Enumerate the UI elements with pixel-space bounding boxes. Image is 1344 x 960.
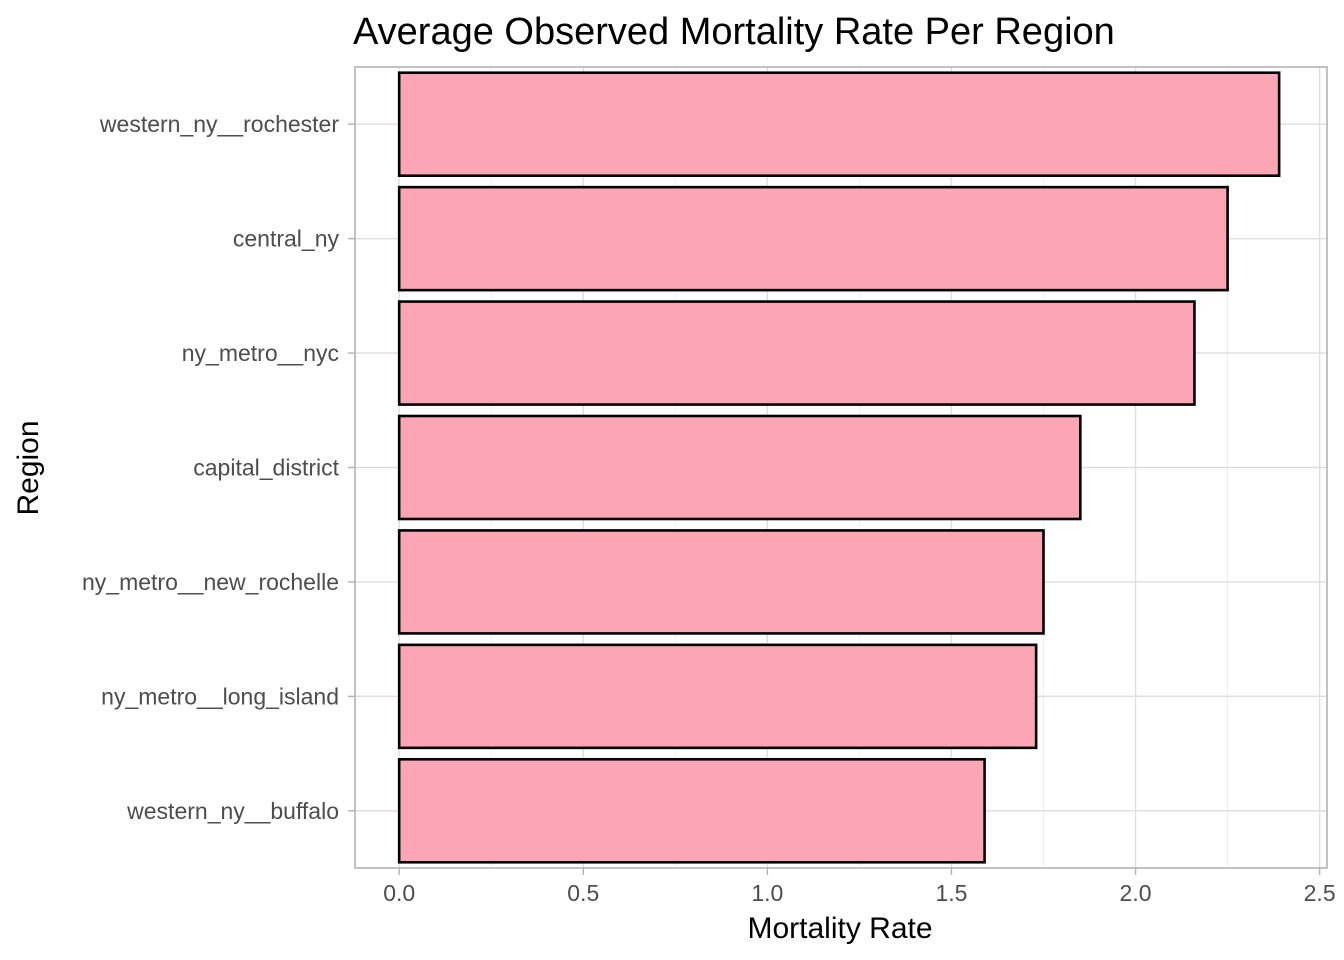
y-tick-label: western_ny__rochester [99,111,339,137]
bar-ny-metro-nyc [397,300,1196,406]
y-tick-label: capital_district [193,455,339,481]
x-tick-label: 2.5 [1304,880,1336,906]
y-tick-label: western_ny__buffalo [126,798,339,824]
y-axis-title: Region [12,420,45,515]
y-tick-label: ny_metro__long_island [101,683,339,709]
x-tick-label: 1.0 [751,880,783,906]
x-axis-tick-labels: 0.0 0.5 1.0 1.5 2.0 2.5 [383,880,1335,906]
bar-western-ny-buffalo [397,757,986,864]
x-tick-label: 0.5 [567,880,599,906]
x-tick-label: 0.0 [383,880,415,906]
bar-central-ny [397,185,1229,292]
chart-title: Average Observed Mortality Rate Per Regi… [353,11,1115,53]
bars [397,71,1281,864]
x-tick-label: 2.0 [1120,880,1152,906]
bar-western-ny-rochester [397,71,1281,178]
bar-capital-district [397,414,1082,521]
y-tick-label: ny_metro__new_rochelle [82,569,339,595]
x-axis-title: Mortality Rate [747,912,932,945]
y-axis-tick-labels: western_ny__rochester central_ny ny_metro_… [82,111,340,824]
y-tick-label: ny_metro__nyc [182,340,339,366]
y-tick-label: central_ny [233,226,340,252]
axis-ticks [348,123,1321,875]
bar-ny-metro-new-rochelle [397,529,1045,635]
x-tick-label: 1.5 [935,880,967,906]
bar-ny-metro-long-island [397,643,1038,750]
